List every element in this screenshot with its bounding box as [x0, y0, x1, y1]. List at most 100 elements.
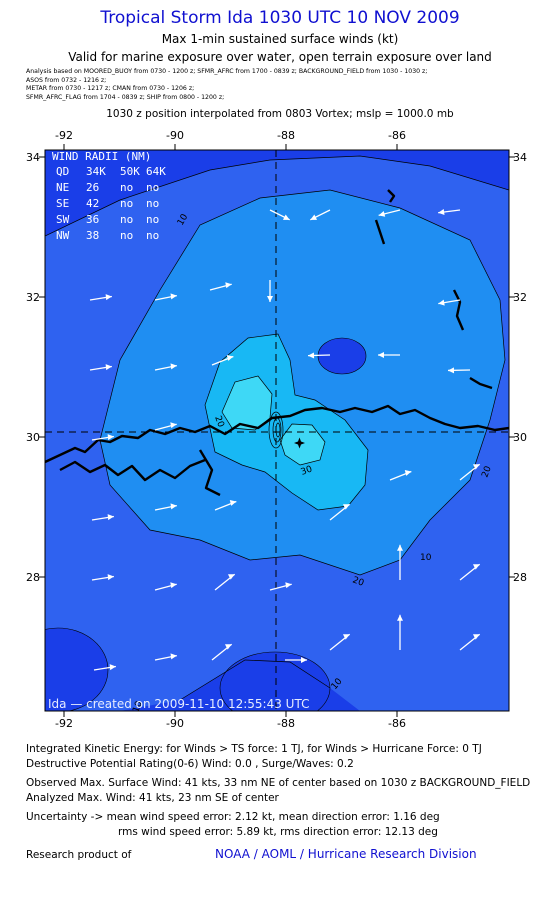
wind-vector-head — [225, 282, 232, 289]
dpr-line: Destructive Potential Rating(0-6) Wind: … — [26, 758, 354, 770]
created-timestamp: Ida — created on 2009-11-10 12:55:43 UTC — [48, 697, 309, 711]
wind-vector-head — [397, 544, 403, 551]
isotach-lines — [45, 155, 509, 701]
wind-radii-header: 50K — [120, 165, 140, 178]
wind-radii-cell: SE — [56, 197, 69, 210]
map-frame — [44, 149, 510, 712]
lat-tick-label: 34 — [26, 151, 40, 164]
wind-vector-head — [342, 504, 350, 510]
wind-vector-head — [227, 574, 235, 580]
wind-vector-head — [105, 294, 112, 301]
wind-radii-cell: 36 — [86, 213, 99, 226]
wind-vector-head — [170, 293, 177, 300]
observed-max-wind: Observed Max. Surface Wind: 41 kts, 33 n… — [26, 777, 531, 789]
wind-vector-head — [105, 364, 112, 371]
wind-vector-head — [285, 582, 292, 589]
wind-vector-head — [170, 503, 177, 510]
wind-vector-head — [301, 657, 307, 663]
wind-vectors — [89, 209, 481, 671]
lat-tick-label: 32 — [513, 291, 527, 304]
axis-tick-labels: -92 -92 -90 -90 -88 -88 -86 -86 34 34 32 32 30 30 28 28 — [26, 129, 527, 730]
wind-radii-cell: NE — [56, 181, 69, 194]
wind-vector-head — [170, 653, 177, 660]
subtitle: Max 1-min sustained surface winds (kt) — [161, 32, 399, 46]
wind-vector-head — [438, 209, 445, 215]
wind-radii-cell: no — [146, 181, 159, 194]
wind-vector-head — [378, 352, 384, 358]
wind-vector-head — [170, 422, 177, 429]
analyzed-max-wind: Analyzed Max. Wind: 41 kts, 23 nm SE of … — [26, 792, 279, 804]
source-line: Analysis based on MOORED_BUOY from 0730 … — [26, 68, 428, 75]
center-crosshair — [45, 150, 509, 711]
wind-vector-head — [107, 434, 114, 441]
wind-vector-head — [310, 214, 318, 220]
wind-radii-cell: 38 — [86, 229, 99, 242]
lon-tick-label: -90 — [166, 717, 184, 730]
uncertainty-line: Uncertainty -> mean wind speed error: 2.… — [26, 811, 440, 823]
contour-label: 20 — [212, 415, 225, 429]
wind-vector-head — [472, 634, 480, 640]
contour-label: 10 — [420, 553, 432, 563]
wind-vector-head — [308, 352, 315, 359]
wind-vector-head — [472, 464, 480, 470]
credit-organization-link[interactable]: NOAA / AOML / Hurricane Research Divisio… — [215, 847, 477, 861]
wind-radii-header: QD — [56, 165, 69, 178]
lat-tick-label: 28 — [26, 571, 40, 584]
wind-vector-head — [109, 664, 116, 671]
lon-tick-label: -88 — [277, 129, 295, 142]
wind-vector-head — [107, 574, 114, 581]
wind-vector-head — [448, 367, 455, 374]
wind-radii-cell: 42 — [86, 197, 99, 210]
wind-radii-title: WIND RADII (NM) — [52, 150, 151, 163]
wind-vector-head — [438, 299, 445, 306]
source-line: ASOS from 0732 - 1216 z; — [26, 76, 107, 84]
wind-vector-head — [397, 614, 403, 621]
wind-vector-head — [404, 470, 412, 476]
wind-radii-cell: SW — [56, 213, 70, 226]
center-position-note: 1030 z position interpolated from 0803 V… — [106, 108, 454, 120]
contour-label: 20 — [351, 575, 365, 588]
wind-minimum-cell — [219, 651, 331, 711]
wind-radii-cell: no — [146, 213, 159, 226]
ike-line: Integrated Kinetic Energy: for Winds > T… — [26, 743, 482, 755]
wind-radii-cell: NW — [56, 229, 70, 242]
lat-tick-label: 34 — [513, 151, 527, 164]
source-line: METAR from 0730 - 1217 z; CMAN from 0730… — [26, 85, 195, 92]
wind-radii-cell: no — [146, 197, 159, 210]
lon-tick-label: -86 — [388, 717, 406, 730]
lon-tick-label: -88 — [277, 717, 295, 730]
lon-tick-label: -86 — [388, 129, 406, 142]
uncertainty-rms-line: rms wind speed error: 5.89 kt, rms direc… — [118, 826, 438, 838]
wind-minimum-cell — [317, 337, 367, 375]
wind-radii-cell: 26 — [86, 181, 99, 194]
wind-vector-head — [282, 214, 290, 220]
coastline — [45, 189, 509, 497]
contour-label: 30 — [300, 464, 314, 477]
axis-ticks — [39, 144, 515, 717]
credit-label: Research product of — [26, 849, 132, 861]
wind-minimum-cell — [45, 627, 109, 711]
wind-radii-header: 34K — [86, 165, 106, 178]
validity-note: Valid for marine exposure over water, op… — [68, 50, 492, 64]
source-line: SFMR_AFRC_FLAG from 1704 - 0839 z; SHIP … — [26, 93, 225, 101]
lat-tick-label: 30 — [513, 431, 527, 444]
wind-radii-header: 64K — [146, 165, 166, 178]
lon-tick-label: -90 — [166, 129, 184, 142]
wind-vector-head — [472, 564, 480, 570]
page-title: Tropical Storm Ida 1030 UTC 10 NOV 2009 — [100, 8, 460, 28]
wind-radii-cell: no — [120, 197, 133, 210]
wind-vector-head — [342, 634, 350, 640]
contour-label: 20 — [480, 465, 493, 479]
storm-center-marker — [294, 437, 305, 449]
wind-band-40-plus — [280, 424, 325, 465]
wind-radii-cell: no — [120, 229, 133, 242]
wind-radii-cell: no — [146, 229, 159, 242]
wind-band-20-30 — [100, 190, 505, 575]
lon-tick-label: -92 — [55, 129, 73, 142]
wind-radii-cell: no — [120, 181, 133, 194]
contour-label: 10 — [131, 700, 144, 714]
lat-tick-label: 32 — [26, 291, 40, 304]
wind-vector-head — [378, 210, 386, 217]
